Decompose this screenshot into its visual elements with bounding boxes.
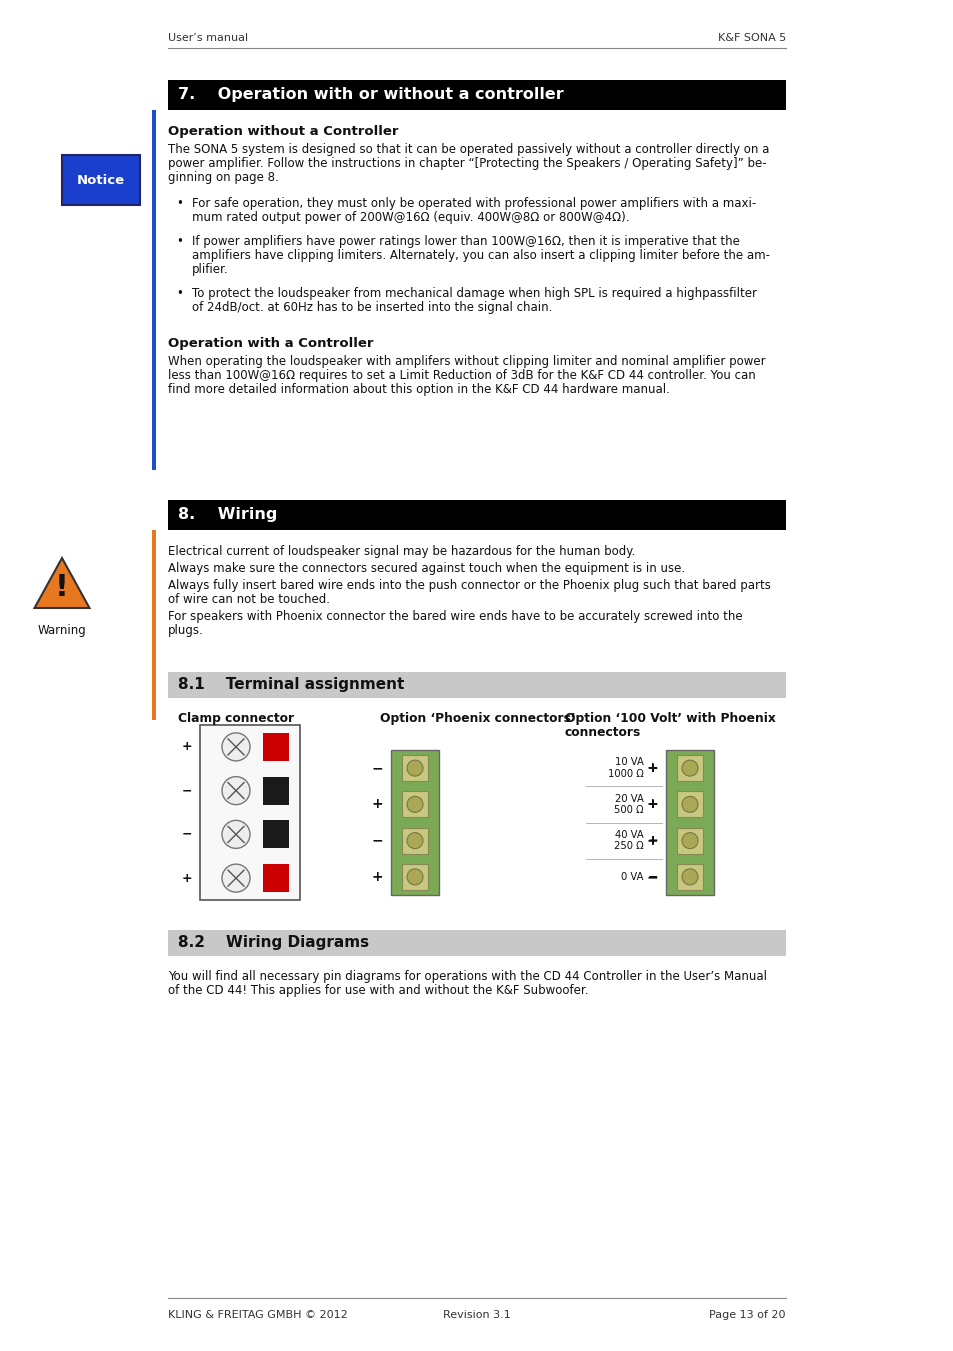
Circle shape — [407, 869, 422, 885]
Text: +: + — [647, 798, 658, 811]
Text: of 24dB/oct. at 60Hz has to be inserted into the signal chain.: of 24dB/oct. at 60Hz has to be inserted … — [192, 301, 552, 313]
Text: K&F SONA 5: K&F SONA 5 — [717, 32, 785, 43]
Text: plugs.: plugs. — [168, 624, 204, 638]
Text: +: + — [646, 834, 658, 847]
Text: 0 VA: 0 VA — [620, 871, 643, 882]
Bar — [168, 671, 785, 698]
Bar — [263, 865, 289, 892]
Bar — [677, 863, 702, 890]
Text: 10 VA
1000 Ω: 10 VA 1000 Ω — [608, 758, 643, 780]
Text: −: − — [371, 834, 382, 847]
Text: less than 100W@16Ω requires to set a Limit Reduction of 3dB for the K&F CD 44 co: less than 100W@16Ω requires to set a Lim… — [168, 369, 755, 382]
Text: If power amplifiers have power ratings lower than 100W@16Ω, then it is imperativ: If power amplifiers have power ratings l… — [192, 235, 740, 249]
Text: power amplifier. Follow the instructions in chapter “[Protecting the Speakers / : power amplifier. Follow the instructions… — [168, 157, 766, 170]
Text: For safe operation, they must only be operated with professional power amplifier: For safe operation, they must only be op… — [192, 197, 756, 209]
Text: of the CD 44! This applies for use with and without the K&F Subwoofer.: of the CD 44! This applies for use with … — [168, 984, 588, 997]
Text: Option ‘100 Volt’ with Phoenix: Option ‘100 Volt’ with Phoenix — [564, 712, 775, 725]
Text: find more detailed information about this option in the K&F CD 44 hardware manua: find more detailed information about thi… — [168, 382, 669, 396]
Circle shape — [681, 796, 698, 812]
Bar — [62, 155, 140, 205]
Text: +: + — [647, 834, 658, 847]
Text: The SONA 5 system is designed so that it can be operated passively without a con: The SONA 5 system is designed so that it… — [168, 143, 768, 155]
Text: Operation without a Controller: Operation without a Controller — [168, 126, 398, 138]
Text: −: − — [181, 784, 192, 797]
Text: −: − — [647, 870, 658, 884]
Bar — [677, 828, 702, 854]
Bar — [263, 820, 289, 848]
Text: User’s manual: User’s manual — [168, 32, 248, 43]
Bar — [401, 755, 428, 781]
Bar — [263, 777, 289, 805]
Bar — [401, 863, 428, 890]
Text: Clamp connector: Clamp connector — [178, 712, 294, 725]
Circle shape — [681, 869, 698, 885]
Text: •: • — [175, 286, 183, 300]
Text: 7.    Operation with or without a controller: 7. Operation with or without a controlle… — [178, 88, 563, 103]
Text: To protect the loudspeaker from mechanical damage when high SPL is required a hi: To protect the loudspeaker from mechanic… — [192, 286, 757, 300]
Text: Operation with a Controller: Operation with a Controller — [168, 336, 374, 350]
Bar — [677, 755, 702, 781]
Bar — [677, 792, 702, 817]
Text: +: + — [371, 870, 382, 884]
Bar — [152, 530, 156, 720]
Text: +: + — [646, 761, 658, 775]
Text: Option ‘Phoenix connectors’: Option ‘Phoenix connectors’ — [379, 712, 575, 725]
Circle shape — [222, 865, 250, 892]
Circle shape — [222, 777, 250, 805]
Text: −: − — [371, 761, 382, 775]
Text: Notice: Notice — [77, 173, 125, 186]
Circle shape — [681, 761, 698, 775]
Circle shape — [407, 796, 422, 812]
Text: !: ! — [55, 573, 69, 601]
Text: You will find all necessary pin diagrams for operations with the CD 44 Controlle: You will find all necessary pin diagrams… — [168, 970, 766, 984]
Text: ginning on page 8.: ginning on page 8. — [168, 172, 278, 184]
Text: Always make sure the connectors secured against touch when the equipment is in u: Always make sure the connectors secured … — [168, 562, 684, 576]
Text: plifier.: plifier. — [192, 263, 229, 276]
Text: 8.    Wiring: 8. Wiring — [178, 508, 277, 523]
Text: Page 13 of 20: Page 13 of 20 — [709, 1310, 785, 1320]
Text: +: + — [181, 740, 192, 754]
Text: 8.1    Terminal assignment: 8.1 Terminal assignment — [178, 677, 404, 693]
Text: 20 VA
500 Ω: 20 VA 500 Ω — [614, 793, 643, 815]
Text: of wire can not be touched.: of wire can not be touched. — [168, 593, 330, 607]
Text: mum rated output power of 200W@16Ω (equiv. 400W@8Ω or 800W@4Ω).: mum rated output power of 200W@16Ω (equi… — [192, 211, 629, 224]
Text: 40 VA
250 Ω: 40 VA 250 Ω — [614, 830, 643, 851]
Bar — [391, 750, 438, 894]
Circle shape — [222, 820, 250, 848]
Polygon shape — [34, 558, 90, 608]
Text: +: + — [647, 762, 658, 774]
Bar — [665, 750, 713, 894]
Text: connectors: connectors — [564, 725, 640, 739]
Text: Always fully insert bared wire ends into the push connector or the Phoenix plug : Always fully insert bared wire ends into… — [168, 580, 770, 592]
Text: KLING & FREITAG GMBH © 2012: KLING & FREITAG GMBH © 2012 — [168, 1310, 348, 1320]
Text: amplifiers have clipping limiters. Alternately, you can also insert a clipping l: amplifiers have clipping limiters. Alter… — [192, 249, 769, 262]
Bar — [168, 80, 785, 109]
Text: Warning: Warning — [37, 624, 87, 638]
Bar — [168, 929, 785, 957]
Text: −: − — [646, 870, 658, 884]
Circle shape — [407, 761, 422, 775]
Circle shape — [681, 832, 698, 848]
Text: When operating the loudspeaker with amplifers without clipping limiter and nomin: When operating the loudspeaker with ampl… — [168, 355, 765, 367]
Text: +: + — [646, 797, 658, 812]
Text: For speakers with Phoenix connector the bared wire ends have to be accurately sc: For speakers with Phoenix connector the … — [168, 611, 741, 623]
Bar — [263, 732, 289, 761]
Bar — [401, 792, 428, 817]
Text: 8.2    Wiring Diagrams: 8.2 Wiring Diagrams — [178, 935, 369, 951]
Bar — [401, 828, 428, 854]
Bar — [168, 500, 785, 530]
Bar — [200, 725, 299, 900]
Bar — [152, 109, 156, 470]
Text: −: − — [181, 828, 192, 840]
Text: +: + — [181, 871, 192, 885]
Text: •: • — [175, 235, 183, 249]
Text: Revision 3.1: Revision 3.1 — [442, 1310, 511, 1320]
Text: +: + — [371, 797, 382, 812]
Circle shape — [407, 832, 422, 848]
Text: Electrical current of loudspeaker signal may be hazardous for the human body.: Electrical current of loudspeaker signal… — [168, 544, 635, 558]
Text: •: • — [175, 197, 183, 209]
Circle shape — [222, 732, 250, 761]
